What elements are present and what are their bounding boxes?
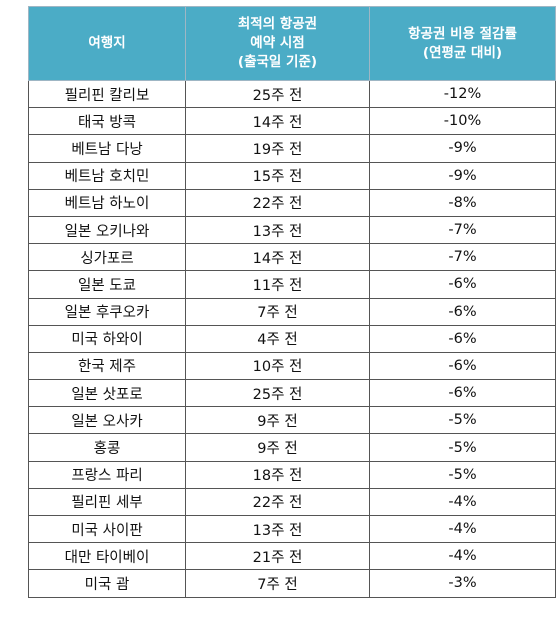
savings-rate-cell: -9%: [369, 161, 556, 190]
table-row: 베트남 호치민 15주 전 -9%: [28, 161, 556, 190]
destination-cell: 한국 제주: [28, 351, 186, 381]
destination-cell: 베트남 하노이: [28, 188, 186, 217]
savings-rate-cell: -4%: [369, 514, 556, 544]
destination-cell: 필리핀 칼리보: [28, 79, 186, 109]
booking-timing-cell: 10주 전: [185, 351, 370, 381]
destination-cell: 일본 오키나와: [28, 215, 186, 245]
savings-rate-cell: -12%: [369, 79, 556, 109]
destination-cell: 태국 방콕: [28, 107, 186, 136]
table-row: 싱가포르 14주 전 -7%: [28, 243, 556, 272]
destination-cell: 프랑스 파리: [28, 460, 186, 489]
savings-rate-cell: -3%: [369, 569, 556, 598]
savings-rate-cell: -10%: [369, 107, 556, 136]
table-row: 홍콩 9주 전 -5%: [28, 433, 556, 462]
destination-cell: 홍콩: [28, 433, 186, 462]
table-row: 일본 도쿄 11주 전 -6%: [28, 270, 556, 299]
cropped-previous-content: [0, 0, 559, 6]
savings-rate-cell: -6%: [369, 379, 556, 408]
table-row: 한국 제주 10주 전 -6%: [28, 351, 556, 381]
table-row: 미국 하와이 4주 전 -6%: [28, 324, 556, 353]
destination-cell: 베트남 호치민: [28, 161, 186, 190]
savings-rate-cell: -5%: [369, 460, 556, 489]
table-row: 프랑스 파리 18주 전 -5%: [28, 460, 556, 489]
header-destination: 여행지: [28, 6, 186, 81]
savings-rate-cell: -6%: [369, 297, 556, 326]
booking-timing-cell: 11주 전: [185, 270, 370, 299]
booking-timing-cell: 19주 전: [185, 134, 370, 163]
table-row: 필리핀 칼리보 25주 전 -12%: [28, 79, 556, 109]
booking-timing-cell: 9주 전: [185, 406, 370, 435]
booking-timing-cell: 7주 전: [185, 297, 370, 326]
savings-rate-cell: -5%: [369, 406, 556, 435]
booking-timing-cell: 13주 전: [185, 215, 370, 245]
destination-cell: 싱가포르: [28, 243, 186, 272]
table-body: 필리핀 칼리보 25주 전 -12% 태국 방콕 14주 전 -10% 베트남 다낭 19주 …: [28, 79, 556, 598]
header-line: 최적의 항공권: [237, 16, 318, 32]
destination-cell: 일본 오사카: [28, 406, 186, 435]
table-row: 태국 방콕 14주 전 -10%: [28, 107, 556, 136]
table-row: 일본 오사카 9주 전 -5%: [28, 406, 556, 435]
booking-timing-cell: 14주 전: [185, 107, 370, 136]
table-row: 베트남 하노이 22주 전 -8%: [28, 188, 556, 217]
destination-cell: 필리핀 세부: [28, 487, 186, 517]
header-line: (출국일 기준): [237, 54, 318, 70]
header-savings-rate: 항공권 비용 절감률 (연평균 대비): [369, 6, 556, 81]
table-row: 대만 타이베이 21주 전 -4%: [28, 542, 556, 571]
destination-cell: 미국 사이판: [28, 514, 186, 544]
booking-timing-cell: 21주 전: [185, 542, 370, 571]
savings-rate-cell: -6%: [369, 351, 556, 381]
table-row: 일본 후쿠오카 7주 전 -6%: [28, 297, 556, 326]
destination-cell: 일본 삿포로: [28, 379, 186, 408]
table-row: 일본 삿포로 25주 전 -6%: [28, 379, 556, 408]
booking-timing-cell: 9주 전: [185, 433, 370, 462]
header-line: 여행지: [88, 35, 126, 51]
booking-timing-cell: 25주 전: [185, 379, 370, 408]
savings-rate-cell: -4%: [369, 542, 556, 571]
header-line: (연평균 대비): [422, 44, 503, 61]
destination-cell: 대만 타이베이: [28, 542, 186, 571]
savings-rate-cell: -6%: [369, 270, 556, 299]
booking-timing-cell: 13주 전: [185, 514, 370, 544]
savings-rate-cell: -4%: [369, 487, 556, 517]
destination-cell: 미국 괌: [28, 569, 186, 598]
savings-rate-cell: -5%: [369, 433, 556, 462]
booking-timing-cell: 22주 전: [185, 487, 370, 517]
header-line: 항공권 비용 절감률: [408, 25, 517, 42]
table-row: 필리핀 세부 22주 전 -4%: [28, 487, 556, 517]
savings-rate-cell: -8%: [369, 188, 556, 217]
savings-rate-cell: -7%: [369, 215, 556, 245]
destination-cell: 일본 후쿠오카: [28, 297, 186, 326]
table-row: 베트남 다낭 19주 전 -9%: [28, 134, 556, 163]
header-line: 예약 시점: [250, 35, 305, 51]
savings-rate-cell: -9%: [369, 134, 556, 163]
destination-cell: 일본 도쿄: [28, 270, 186, 299]
savings-rate-cell: -6%: [369, 324, 556, 353]
table-row: 일본 오키나와 13주 전 -7%: [28, 215, 556, 245]
booking-timing-cell: 4주 전: [185, 324, 370, 353]
booking-timing-cell: 14주 전: [185, 243, 370, 272]
booking-timing-cell: 15주 전: [185, 161, 370, 190]
booking-timing-cell: 25주 전: [185, 79, 370, 109]
table-row: 미국 괌 7주 전 -3%: [28, 569, 556, 598]
booking-timing-cell: 18주 전: [185, 460, 370, 489]
destination-cell: 미국 하와이: [28, 324, 186, 353]
destination-cell: 베트남 다낭: [28, 134, 186, 163]
booking-timing-cell: 7주 전: [185, 569, 370, 598]
table-row: 미국 사이판 13주 전 -4%: [28, 514, 556, 544]
booking-timing-cell: 22주 전: [185, 188, 370, 217]
savings-rate-cell: -7%: [369, 243, 556, 272]
